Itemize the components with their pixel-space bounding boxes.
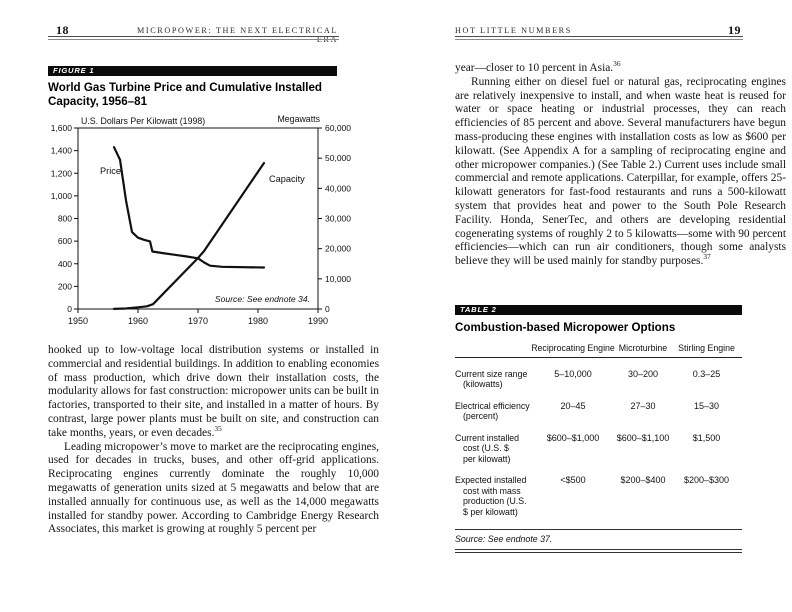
price-series-label: Price	[100, 166, 121, 176]
row-label-line: production (U.S.	[463, 496, 527, 506]
paragraph: year—closer to 10 percent in Asia.36	[455, 59, 621, 74]
body-text-right: year—closer to 10 percent in Asia.36 Runn…	[455, 59, 786, 269]
left-tick-label: 0	[67, 304, 72, 314]
plot-frame	[77, 127, 319, 310]
paragraph: Leading micropower’s move to market are …	[48, 440, 379, 536]
table-source-rule	[455, 529, 742, 530]
left-tick-label: 1,400	[51, 146, 73, 156]
footnote-ref: 36	[613, 59, 621, 69]
row-label: Expected installed cost with mass producti…	[455, 475, 531, 517]
figure-tag-bar: FIGURE 1	[48, 66, 337, 76]
table-cell: $1,500	[692, 432, 721, 443]
figure-title: World Gas Turbine Price and Cumulative I…	[48, 81, 323, 108]
page-number-right: 19	[728, 23, 741, 37]
table-row: Electrical efficiency (percent) 20–45 27–30…	[455, 390, 742, 422]
figure-source: Source: See endnote 34.	[215, 294, 310, 304]
table-row: Expected installed cost with mass producti…	[455, 464, 742, 517]
capacity-series-label: Capacity	[269, 174, 305, 184]
left-tick-label: 1,000	[51, 191, 73, 201]
table-row: Current size range (kilowatts) 5–10,000 30–…	[455, 358, 742, 390]
row-label: Current installed cost (U.S. $ per kilowat…	[455, 433, 531, 465]
left-tick-label: 1,200	[51, 168, 73, 178]
table-tag-bar: TABLE 2	[455, 305, 742, 315]
footnote-ref: 35	[214, 423, 222, 433]
table-row: Current installed cost (U.S. $ per kilowat…	[455, 422, 742, 465]
right-axis-title: Megawatts	[277, 114, 320, 124]
row-label-line: cost with mass	[463, 485, 521, 496]
running-head-right: HOT LITTLE NUMBERS	[455, 26, 572, 35]
row-label: Electrical efficiency (percent)	[455, 401, 531, 422]
right-tick-label: 40,000	[325, 183, 351, 193]
row-label-line: Current size range	[455, 368, 528, 379]
paragraph: Running either on diesel fuel or natural…	[455, 75, 786, 268]
row-label-line: Electrical efficiency	[455, 400, 530, 411]
x-tick-label: 1950	[68, 316, 88, 326]
row-label: Current size range (kilowatts)	[455, 369, 531, 390]
left-tick-label: 800	[58, 214, 72, 224]
table-cell: 30–200	[627, 368, 659, 379]
table-cell: 15–30	[693, 400, 720, 411]
paragraph: hooked up to low-voltage local distribut…	[48, 344, 379, 439]
page-number-left: 18	[56, 23, 69, 37]
left-tick-label: 400	[58, 259, 72, 269]
row-label-line: per kilowatt)	[463, 453, 511, 464]
left-axis-title: U.S. Dollars Per Kilowatt (1998)	[81, 116, 205, 126]
row-label-line: Current installed	[455, 432, 520, 443]
table-cell: 0.3–25	[692, 368, 721, 379]
table-cell: $600–$1,100	[616, 432, 670, 443]
table-cell: <$500	[560, 475, 586, 485]
left-tick-label: 600	[58, 236, 72, 246]
x-tick-label: 1990	[308, 316, 328, 326]
body-text-left: hooked up to low-voltage local distribut…	[48, 344, 379, 537]
row-label-line: (percent)	[463, 411, 499, 421]
price-line	[112, 146, 266, 269]
table-cell: 20–45	[560, 400, 586, 411]
x-tick-label: 1980	[248, 316, 268, 326]
left-tick-label: 1,600	[51, 123, 73, 133]
table-cell: $600–$1,000	[546, 432, 600, 443]
row-label-line: (kilowatts)	[463, 379, 503, 389]
table-cell: 27–30	[630, 400, 656, 411]
right-tick-label: 20,000	[325, 244, 351, 254]
table-block: TABLE 2 Combustion-based Micropower Opti…	[455, 305, 742, 553]
right-tick-label: 60,000	[325, 123, 351, 133]
gas-turbine-chart: 0 200 400 600 800 1,000 1,200 1,400 1,600 0 10,000…	[51, 114, 352, 326]
table-source: Source: See endnote 37.	[455, 534, 553, 544]
x-tick-label: 1970	[188, 316, 208, 326]
table-column-header: Stirling Engine	[678, 343, 735, 353]
table-cell: 5–10,000	[554, 368, 592, 379]
table-title: Combustion-based Micropower Options	[455, 321, 676, 334]
table-cell: $200–$300	[683, 475, 730, 485]
right-tick-label: 50,000	[325, 153, 351, 163]
x-tick-label: 1960	[128, 316, 148, 326]
table-end-rule	[455, 549, 742, 553]
header-rule-left	[48, 36, 339, 40]
left-tick-label: 200	[58, 281, 72, 291]
row-label-line: Expected installed	[455, 475, 527, 485]
right-tick-label: 30,000	[325, 214, 351, 224]
row-label-line: cost (U.S. $	[463, 443, 509, 453]
header-rule-right	[455, 36, 743, 40]
table-header-row: Reciprocating Engine Microturbine Stirling…	[455, 343, 742, 358]
table-body: Current size range (kilowatts) 5–10,000 30–…	[455, 358, 742, 518]
footnote-ref: 37	[703, 252, 711, 262]
capacity-line	[112, 161, 266, 310]
right-tick-label: 0	[325, 304, 330, 314]
running-head-left: MICROPOWER: THE NEXT ELECTRICAL ERA	[137, 26, 338, 44]
right-tick-label: 10,000	[325, 274, 351, 284]
table-cell: $200–$400	[620, 475, 666, 485]
table-column-header: Microturbine	[618, 343, 668, 353]
table-column-header: Reciprocating Engine	[531, 343, 615, 353]
row-label-line: $ per kilowatt)	[463, 506, 518, 517]
